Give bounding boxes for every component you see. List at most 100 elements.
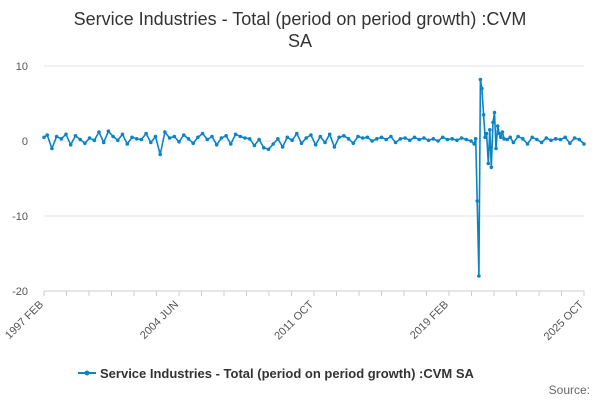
- data-point-10[interactable]: [87, 136, 92, 140]
- data-point-1[interactable]: [45, 133, 49, 137]
- data-point-114[interactable]: [511, 140, 516, 145]
- data-point-51[interactable]: [280, 145, 285, 149]
- data-point-78[interactable]: [408, 138, 412, 143]
- data-point-104[interactable]: [491, 120, 495, 125]
- data-point-88[interactable]: [455, 138, 459, 143]
- data-point-17[interactable]: [120, 132, 125, 137]
- data-point-102[interactable]: [488, 128, 492, 132]
- data-point-26[interactable]: [163, 130, 167, 134]
- data-point-5[interactable]: [64, 132, 68, 137]
- data-point-45[interactable]: [252, 143, 257, 148]
- data-point-7[interactable]: [73, 134, 78, 138]
- data-point-66[interactable]: [351, 141, 356, 146]
- data-point-103[interactable]: [489, 165, 494, 170]
- data-point-33[interactable]: [196, 135, 200, 140]
- data-point-71[interactable]: [375, 137, 379, 141]
- data-point-12[interactable]: [97, 130, 101, 134]
- data-point-126[interactable]: [568, 141, 572, 146]
- data-point-120[interactable]: [539, 140, 544, 145]
- data-point-113[interactable]: [508, 135, 512, 140]
- data-point-53[interactable]: [290, 138, 294, 143]
- data-point-93[interactable]: [473, 137, 478, 141]
- data-point-27[interactable]: [167, 136, 172, 140]
- data-point-22[interactable]: [144, 131, 148, 136]
- data-point-92[interactable]: [472, 142, 477, 146]
- data-point-77[interactable]: [403, 136, 407, 140]
- data-point-46[interactable]: [257, 137, 261, 142]
- data-point-60[interactable]: [323, 140, 327, 145]
- data-point-42[interactable]: [238, 134, 243, 139]
- data-point-57[interactable]: [309, 133, 313, 137]
- data-point-89[interactable]: [459, 136, 464, 140]
- data-point-91[interactable]: [469, 139, 473, 143]
- data-point-58[interactable]: [313, 143, 318, 147]
- data-point-35[interactable]: [205, 137, 210, 142]
- data-point-111[interactable]: [502, 137, 506, 141]
- data-point-129[interactable]: [582, 142, 586, 146]
- data-point-37[interactable]: [214, 143, 219, 147]
- data-point-13[interactable]: [101, 140, 106, 145]
- data-point-99[interactable]: [483, 135, 487, 140]
- data-point-121[interactable]: [544, 136, 549, 140]
- data-point-90[interactable]: [464, 137, 469, 142]
- data-point-59[interactable]: [318, 134, 323, 139]
- data-point-75[interactable]: [393, 140, 398, 145]
- data-point-41[interactable]: [233, 132, 238, 137]
- data-point-125[interactable]: [563, 135, 567, 140]
- data-point-96[interactable]: [478, 77, 483, 82]
- data-point-44[interactable]: [247, 137, 252, 141]
- data-point-62[interactable]: [332, 145, 337, 149]
- data-point-43[interactable]: [243, 136, 247, 140]
- data-point-72[interactable]: [379, 135, 384, 140]
- data-point-98[interactable]: [481, 113, 486, 117]
- data-point-117[interactable]: [525, 142, 530, 146]
- data-point-112[interactable]: [505, 137, 510, 142]
- data-point-24[interactable]: [153, 134, 158, 139]
- data-point-116[interactable]: [521, 137, 525, 141]
- data-point-106[interactable]: [494, 146, 498, 151]
- data-point-32[interactable]: [191, 141, 195, 146]
- data-point-97[interactable]: [480, 86, 484, 91]
- data-point-127[interactable]: [572, 136, 577, 140]
- data-point-47[interactable]: [262, 146, 266, 150]
- data-point-67[interactable]: [356, 134, 360, 139]
- data-point-87[interactable]: [450, 137, 455, 141]
- data-point-100[interactable]: [484, 131, 489, 136]
- data-point-2[interactable]: [50, 146, 54, 151]
- data-point-49[interactable]: [271, 142, 276, 146]
- data-point-52[interactable]: [285, 135, 290, 140]
- data-point-123[interactable]: [553, 137, 558, 141]
- data-point-119[interactable]: [535, 137, 539, 142]
- data-point-21[interactable]: [139, 137, 144, 142]
- data-point-40[interactable]: [229, 142, 233, 146]
- data-point-29[interactable]: [177, 140, 181, 144]
- data-point-74[interactable]: [389, 134, 393, 139]
- data-point-85[interactable]: [440, 135, 445, 140]
- data-point-63[interactable]: [337, 135, 341, 140]
- data-point-70[interactable]: [370, 139, 374, 143]
- data-point-128[interactable]: [577, 137, 582, 142]
- data-point-76[interactable]: [398, 137, 403, 141]
- data-point-95[interactable]: [477, 274, 481, 278]
- data-point-31[interactable]: [186, 137, 191, 141]
- data-point-86[interactable]: [445, 137, 450, 142]
- data-point-56[interactable]: [304, 136, 309, 140]
- data-point-4[interactable]: [59, 137, 64, 141]
- data-point-122[interactable]: [549, 138, 553, 143]
- data-point-14[interactable]: [106, 129, 111, 133]
- data-point-30[interactable]: [182, 133, 186, 137]
- data-point-118[interactable]: [530, 135, 534, 140]
- data-point-6[interactable]: [68, 143, 73, 147]
- data-point-64[interactable]: [342, 134, 346, 138]
- data-point-25[interactable]: [158, 152, 162, 157]
- data-point-124[interactable]: [558, 137, 563, 142]
- data-point-50[interactable]: [276, 137, 280, 141]
- data-point-107[interactable]: [495, 124, 500, 128]
- data-point-3[interactable]: [54, 134, 59, 139]
- data-point-110[interactable]: [500, 130, 505, 134]
- data-point-94[interactable]: [475, 199, 480, 203]
- data-point-84[interactable]: [436, 139, 440, 143]
- data-point-38[interactable]: [219, 136, 224, 140]
- data-point-80[interactable]: [417, 137, 422, 142]
- data-point-109[interactable]: [498, 135, 503, 140]
